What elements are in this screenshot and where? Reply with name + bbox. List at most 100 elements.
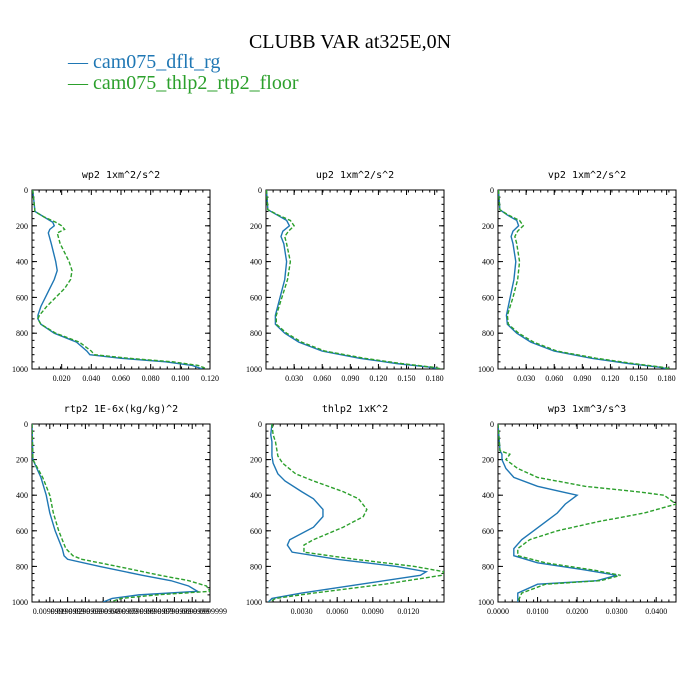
panel-title: rtp2 1E-6x(kg/kg)^2: [64, 404, 178, 415]
y-tick-label: 400: [250, 258, 262, 267]
panel-title: wp2 1xm^2/s^2: [82, 170, 160, 181]
series-line-2: [32, 424, 210, 602]
y-tick-label: 0: [24, 420, 28, 429]
y-tick-label: 600: [482, 527, 494, 536]
y-tick-label: 0: [258, 420, 262, 429]
y-tick-label: 0: [490, 420, 494, 429]
x-tick-label: 0.0120: [397, 607, 419, 616]
x-tick-label: 0.0090: [362, 607, 384, 616]
x-tick-label: 0.080: [142, 374, 160, 383]
y-tick-label: 1000: [246, 365, 262, 374]
x-tick-label: 0.0299999: [68, 607, 102, 616]
series-line-1: [32, 424, 200, 602]
x-tick-label: 0.0400: [645, 607, 667, 616]
x-tick-label: 0.0200: [566, 607, 588, 616]
y-tick-label: 0: [24, 186, 28, 195]
x-tick-label: 0.0699999: [140, 607, 174, 616]
y-tick-label: 600: [16, 527, 28, 536]
legend-entry-2: — cam075_thlp2_rtp2_floor: [67, 72, 299, 94]
plot-frame: [497, 423, 677, 603]
y-tick-label: 400: [482, 258, 494, 267]
x-tick-label: 0.0030: [291, 607, 313, 616]
x-tick-label: 0.120: [369, 374, 387, 383]
x-tick-label: 0.090: [341, 374, 359, 383]
series-line-1: [498, 190, 669, 369]
figure-title: CLUBB VAR at325E,0N: [249, 31, 451, 53]
x-tick-label: 0.120: [601, 374, 619, 383]
y-tick-label: 800: [250, 329, 262, 338]
series-line-2: [266, 190, 443, 369]
x-tick-label: 0.0799999: [157, 607, 191, 616]
x-tick-label: 0.030: [285, 374, 303, 383]
plot-frame: [31, 189, 211, 370]
x-tick-label: 0.0599999: [122, 607, 156, 616]
panel-title: thlp2 1xK^2: [322, 404, 388, 415]
y-tick-label: 0: [258, 186, 262, 195]
plot-frame: [497, 189, 677, 370]
series-line-1: [266, 190, 440, 369]
y-tick-label: 200: [482, 456, 494, 465]
panel-4: rtp2 1E-6x(kg/kg)^2 0 200 400 600 800 1000 0.00…: [12, 404, 227, 616]
y-tick-label: 1000: [246, 598, 262, 607]
panel-title: vp2 1xm^2/s^2: [548, 170, 626, 181]
series-line-2: [498, 424, 676, 602]
x-tick-label: 0.100: [171, 374, 189, 383]
legend: — cam075_dflt_rg — cam075_thlp2_rtp2_flo…: [67, 51, 299, 94]
panel-5: thlp2 1xK^2 0 200 400 600 800 1000 0.0030 0.0060…: [246, 404, 445, 616]
y-tick-label: 200: [250, 456, 262, 465]
y-tick-label: 200: [16, 456, 28, 465]
x-tick-label: 0.020: [53, 374, 71, 383]
y-tick-label: 400: [250, 491, 262, 500]
x-tick-label: 0.0300: [606, 607, 628, 616]
y-tick-label: 800: [16, 329, 28, 338]
x-tick-label: 0.0999999: [193, 607, 227, 616]
x-tick-label: 0.060: [313, 374, 331, 383]
x-tick-label: 0.060: [112, 374, 130, 383]
y-tick-label: 800: [250, 562, 262, 571]
panel-2: up2 1xm^2/s^2 0 200 400 600 800 1000 0.030 0.060…: [246, 170, 445, 383]
x-tick-label: 0.0499999: [104, 607, 138, 616]
y-tick-label: 800: [482, 329, 494, 338]
x-tick-label: 0.040: [82, 374, 100, 383]
series-line-2: [269, 424, 444, 602]
plot-frame: [265, 423, 445, 603]
y-tick-label: 600: [250, 527, 262, 536]
y-tick-label: 200: [16, 222, 28, 231]
y-tick-label: 600: [250, 293, 262, 302]
x-tick-label: 0.0000: [487, 607, 509, 616]
y-tick-label: 1000: [12, 365, 28, 374]
series-line-2: [498, 190, 672, 369]
y-tick-label: 1000: [478, 365, 494, 374]
x-tick-label: 0.150: [398, 374, 416, 383]
x-tick-label: 0.180: [658, 374, 676, 383]
x-tick-label: 0.120: [201, 374, 219, 383]
y-tick-label: 200: [482, 222, 494, 231]
x-tick-label: 0.030: [517, 374, 535, 383]
x-tick-label: 0.0100: [527, 607, 549, 616]
plot-frame: [265, 189, 445, 370]
panel-3: vp2 1xm^2/s^2 0 200 400 600 800 1000 0.030 0.060…: [478, 170, 677, 383]
series-line-2: [32, 190, 208, 369]
legend-entry-1: — cam075_dflt_rg: [67, 51, 220, 73]
y-tick-label: 0: [490, 186, 494, 195]
x-tick-label: 0.150: [630, 374, 648, 383]
series-line-1: [267, 424, 429, 602]
y-tick-label: 1000: [12, 598, 28, 607]
x-tick-label: 0.0060: [326, 607, 348, 616]
y-tick-label: 400: [16, 258, 28, 267]
panel-title: up2 1xm^2/s^2: [316, 170, 394, 181]
y-tick-label: 1000: [478, 598, 494, 607]
x-tick-label: 0.0399999: [86, 607, 120, 616]
y-tick-label: 400: [16, 491, 28, 500]
series-line-1: [32, 190, 203, 369]
y-tick-label: 800: [482, 562, 494, 571]
y-tick-label: 200: [250, 222, 262, 231]
panels: wp2 1xm^2/s^2 0 200 400 600 800 1000 0.020 0.040…: [12, 170, 677, 616]
x-tick-label: 0.0899999: [175, 607, 209, 616]
x-tick-label: 0.0099999: [33, 607, 67, 616]
x-tick-label: 0.060: [545, 374, 563, 383]
y-tick-label: 800: [16, 562, 28, 571]
panel-title: wp3 1xm^3/s^3: [548, 404, 626, 415]
